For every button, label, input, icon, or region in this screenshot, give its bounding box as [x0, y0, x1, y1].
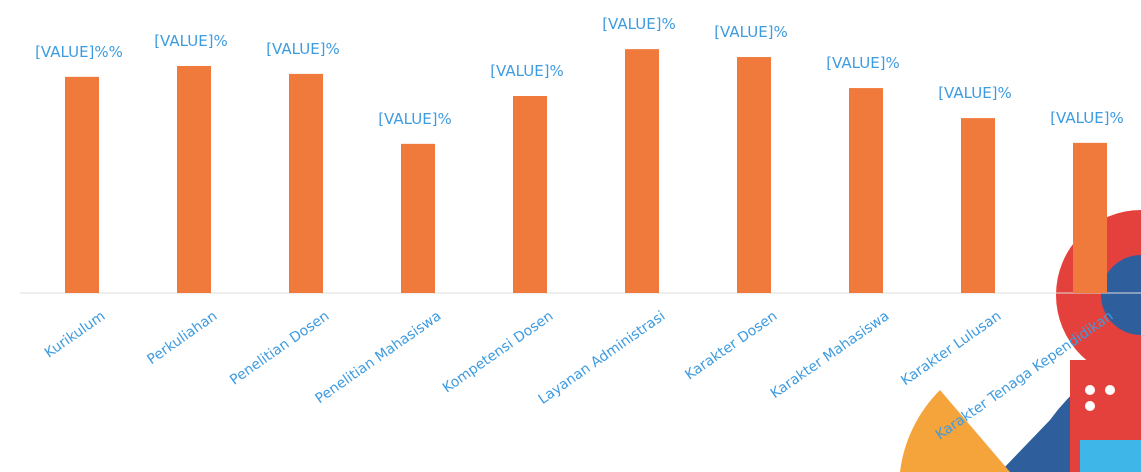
- x-tick-label: Kompetensi Dosen: [440, 308, 556, 396]
- x-tick-label: Penelitian Dosen: [227, 308, 332, 388]
- x-tick-label: Layanan Administrasi: [536, 308, 669, 408]
- x-tick-label: Karakter Lulusan: [898, 308, 1004, 389]
- x-tick-label: Karakter Dosen: [682, 308, 780, 383]
- bar: [625, 49, 659, 293]
- value-label: [VALUE]%: [714, 23, 788, 41]
- bar: [1073, 142, 1107, 293]
- value-label: [VALUE]%: [1050, 109, 1124, 127]
- bar: [513, 95, 547, 294]
- bar: [737, 57, 771, 293]
- x-tick-label: Karakter Mahasiswa: [768, 308, 893, 402]
- value-label: [VALUE]%: [938, 84, 1012, 102]
- value-label: [VALUE]%: [154, 32, 228, 50]
- bar: [961, 118, 995, 293]
- bar: [65, 76, 99, 293]
- value-label: [VALUE]%: [378, 110, 452, 128]
- bar: [401, 143, 435, 293]
- bar: [849, 88, 883, 293]
- value-label: [VALUE]%: [490, 62, 564, 80]
- value-label: [VALUE]%: [826, 54, 900, 72]
- bar: [289, 73, 323, 293]
- x-tick-label: Penelitian Mahasiswa: [312, 308, 444, 407]
- value-label: [VALUE]%: [602, 15, 676, 33]
- value-label: [VALUE]%: [266, 40, 340, 58]
- value-label: [VALUE]%%: [35, 43, 123, 61]
- x-tick-label: Kurikulum: [42, 308, 108, 361]
- x-tick-label: Perkuliahan: [144, 308, 220, 368]
- bar: [177, 65, 211, 294]
